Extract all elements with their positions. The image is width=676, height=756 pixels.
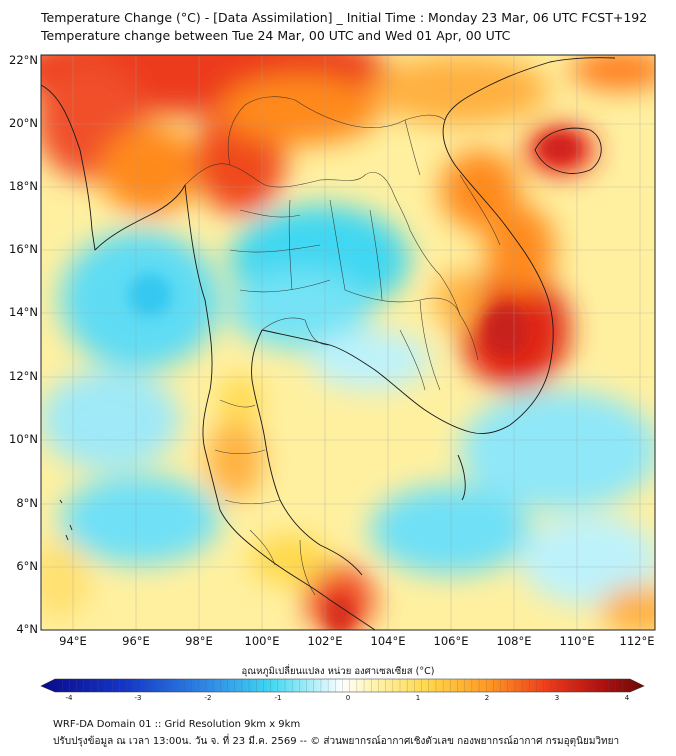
map-title-line2: Temperature change between Tue 24 Mar, 0…	[41, 28, 511, 43]
map-title-line1: Temperature Change (°C) - [Data Assimila…	[41, 10, 648, 25]
colorbar-tick-label: 1	[415, 694, 421, 702]
lon-label-102e: 102°E	[307, 634, 343, 648]
lat-label-4n: 4°N	[16, 622, 38, 636]
lat-label-16n: 16°N	[9, 242, 38, 256]
colorbar-tick-label: 2	[484, 694, 490, 702]
colorbar-tick-label: 0	[345, 694, 351, 702]
lon-label-112e: 112°E	[619, 634, 655, 648]
coastlines	[41, 57, 616, 630]
lat-label-14n: 14°N	[9, 305, 38, 319]
lon-label-106e: 106°E	[433, 634, 469, 648]
vietnam-coast	[442, 57, 616, 426]
lon-label-98e: 98°E	[185, 634, 213, 648]
gulf-of-thailand-coast	[261, 329, 511, 435]
lat-label-18n: 18°N	[9, 179, 38, 193]
ca-mau-tip	[457, 454, 466, 501]
province-borders	[184, 96, 501, 596]
field-blobs	[41, 55, 655, 630]
colorbar-tick-label: -3	[134, 694, 142, 702]
lon-label-104e: 104°E	[370, 634, 406, 648]
colorbar-tick-label: -2	[204, 694, 212, 702]
footer-credit: ปรับปรุงข้อมูล ณ เวลา 13:00น. วัน จ. ที่…	[53, 736, 620, 747]
lon-label-110e: 110°E	[559, 634, 595, 648]
colorbar-tick-label: 3	[554, 694, 560, 702]
footer-model-info: WRF-DA Domain 01 :: Grid Resolution 9km …	[53, 719, 301, 730]
nicobar-islands	[59, 499, 73, 541]
lat-label-12n: 12°N	[9, 369, 38, 383]
hainan-island	[534, 127, 602, 174]
colorbar-tick-label: 4	[624, 694, 630, 702]
temperature-field	[41, 55, 655, 630]
myanmar-coast	[41, 84, 186, 251]
west-peninsula-coast	[184, 184, 376, 630]
lon-label-108e: 108°E	[496, 634, 532, 648]
graticule	[41, 55, 655, 630]
east-peninsula-coast	[251, 329, 363, 576]
colorbar-tick-marks	[61, 679, 624, 692]
lat-label-10n: 10°N	[9, 432, 38, 446]
colorbar-title: อุณหภูมิเปลี่ยนแปลง หน่วย องศาเซลเซียส (…	[241, 666, 435, 677]
lat-label-20n: 20°N	[9, 116, 38, 130]
lon-label-94e: 94°E	[59, 634, 87, 648]
colorbar-tick-label: -4	[65, 694, 73, 702]
lat-label-22n: 22°N	[9, 53, 38, 67]
lat-label-8n: 8°N	[16, 496, 38, 510]
lat-label-6n: 6°N	[16, 559, 38, 573]
map-frame	[40, 54, 656, 631]
lon-label-100e: 100°E	[244, 634, 280, 648]
colorbar	[40, 678, 645, 693]
lon-label-96e: 96°E	[122, 634, 150, 648]
colorbar-tick-label: -1	[274, 694, 282, 702]
field-cores	[128, 134, 580, 630]
